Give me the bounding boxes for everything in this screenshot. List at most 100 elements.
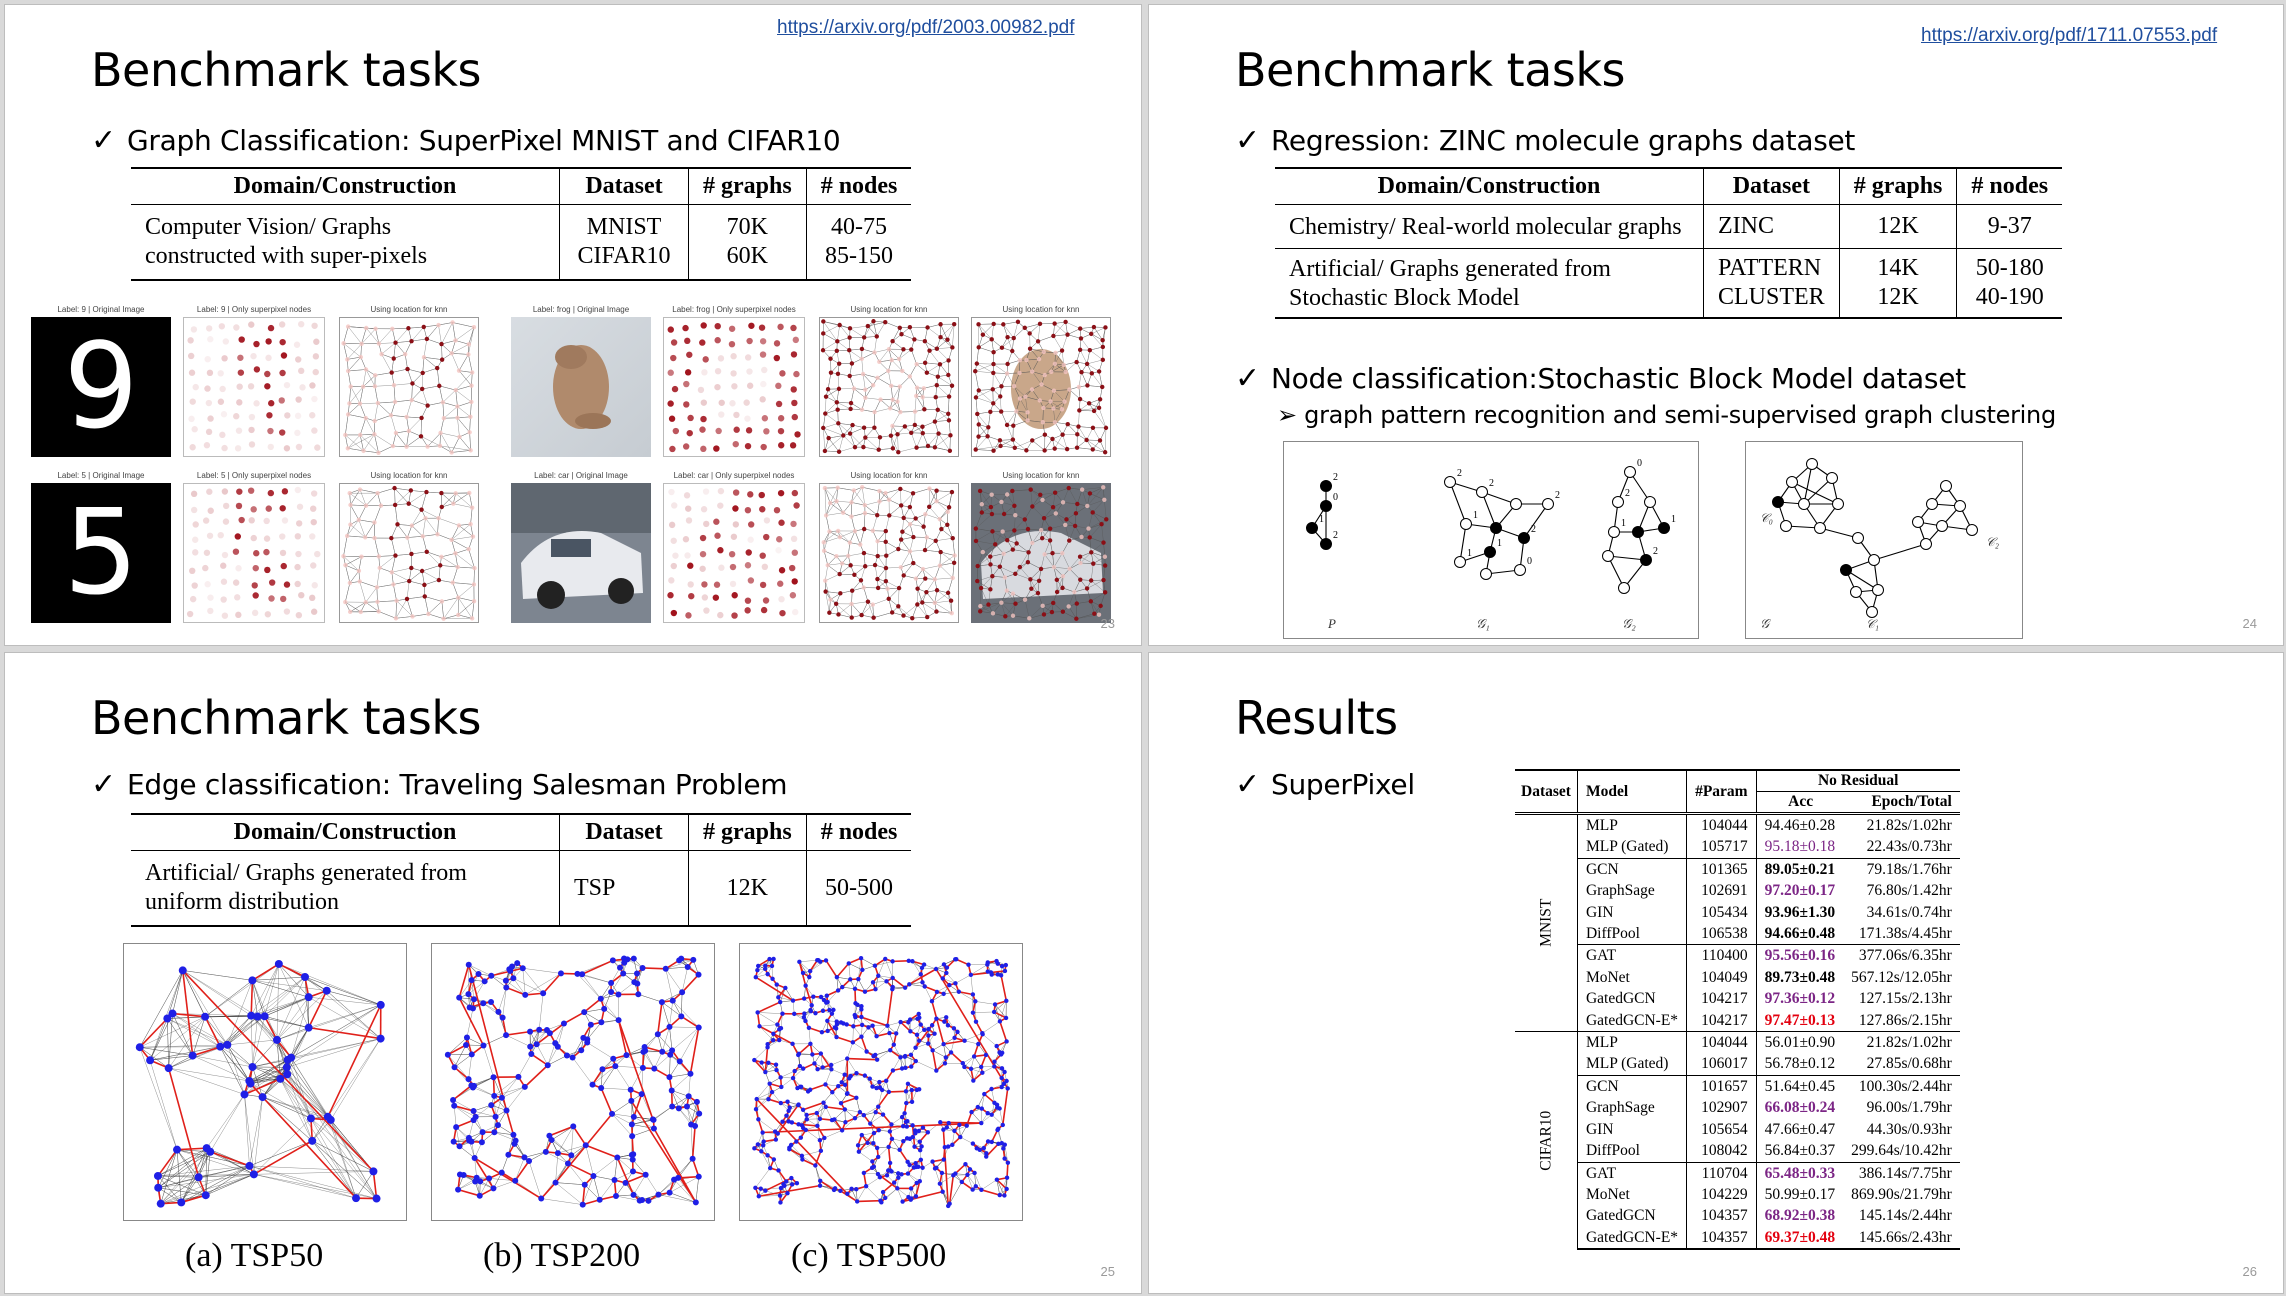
dataset-group-label: CIFAR10 [1537, 1110, 1555, 1171]
dataset-table: Domain/Construction Dataset # graphs # n… [131, 813, 912, 927]
svg-text:𝒢: 𝒢 [1760, 616, 1772, 631]
svg-text:𝒢₁: 𝒢₁ [1476, 616, 1490, 631]
superpixel-plot [183, 483, 325, 623]
cell-model: GatedGCN [1576, 988, 1687, 1010]
cell-graphs: 12K [1839, 204, 1958, 249]
cell-acc: 95.18±0.18 [1755, 836, 1844, 859]
figure-caption: (b) TSP200 [483, 1237, 641, 1274]
cell-dataset: TSP [559, 850, 689, 927]
svg-text:0: 0 [1527, 556, 1532, 567]
cell-nodes: 50-180 [1975, 255, 2044, 281]
figure-caption: (a) TSP50 [185, 1237, 324, 1274]
cell-domain: Artificial/ Graphs generated from [145, 860, 467, 886]
knn-plot [819, 483, 959, 623]
knn-plot [819, 317, 959, 457]
cell-acc: 65.48±0.33 [1755, 1161, 1844, 1184]
image-caption: Label: frog | Only superpixel nodes [672, 305, 796, 314]
image-caption: Label: 9 | Only superpixel nodes [196, 305, 312, 314]
bullet-item: ✓ Regression: ZINC molecule graphs datase… [1235, 123, 1855, 158]
svg-text:𝒞₁: 𝒞₁ [1866, 617, 1879, 631]
overlay-plot [973, 485, 1109, 621]
cell-domain: Computer Vision/ Graphs [145, 214, 392, 240]
image-caption: Using location for knn [370, 471, 448, 480]
cell-graphs: 12K [1877, 284, 1919, 310]
cell-model: MLP [1576, 1031, 1687, 1054]
knn-plot [339, 483, 479, 623]
col-header: Domain/Construction [1275, 167, 1704, 205]
table-row: MoNet 104049 89.73±0.48 567.12s/12.05hr [1515, 966, 1960, 989]
cell-acc: 47.66±0.47 [1755, 1118, 1844, 1141]
image-caption: Using location for knn [1002, 471, 1080, 480]
svg-text:1: 1 [1467, 548, 1472, 559]
checkmark-icon: ✓ [91, 767, 116, 802]
table-row: GCN 101657 51.64±0.45 100.30s/2.44hr [1515, 1074, 1960, 1098]
bullet-text: SuperPixel [1271, 768, 1415, 801]
table-row: Chemistry/ Real-world molecular graphs Z… [1275, 204, 2063, 249]
cell-epoch: 567.12s/12.05hr [1851, 968, 1952, 986]
cell-model: GCN [1576, 857, 1687, 881]
cell-epoch: 96.00s/1.79hr [1866, 1099, 1952, 1117]
bullet-item: ✓ Graph Classification: SuperPixel MNIST … [91, 123, 841, 158]
cell-epoch: 21.82s/1.02hr [1843, 812, 1960, 837]
svg-text:1: 1 [1621, 518, 1626, 529]
col-header: # nodes [1956, 167, 2063, 205]
cell-model: DiffPool [1576, 1140, 1687, 1162]
svg-text:2: 2 [1333, 472, 1338, 483]
tsp50-figure [123, 943, 407, 1221]
results-table: Dataset Model #Param No Residual Acc Epo… [1515, 769, 1960, 1251]
paper-link[interactable]: https://arxiv.org/pdf/2003.00982.pdf [777, 17, 1075, 38]
cell-dataset: MNIST [586, 214, 662, 240]
cell-acc: 95.56±0.16 [1755, 944, 1844, 967]
table-row: GAT 110704 65.48±0.33 386.14s/7.75hr [1515, 1161, 1960, 1184]
cell-param: 104357 [1686, 1226, 1757, 1251]
col-header: Acc [1755, 791, 1844, 814]
cell-nodes: 40-190 [1975, 284, 2044, 310]
cell-epoch: 79.18s/1.76hr [1843, 857, 1960, 881]
svg-text:2: 2 [1653, 546, 1658, 557]
bullet-text: Node classification:Stochastic Block Mod… [1271, 362, 1966, 395]
bullet-item: ✓ Node classification:Stochastic Block Mo… [1235, 361, 1966, 396]
cell-graphs: 60K [726, 243, 769, 269]
table-row: MLP (Gated) 106017 56.78±0.12 27.85s/0.68hr [1515, 1053, 1960, 1076]
col-header: # graphs [1839, 167, 1958, 205]
paper-link[interactable]: https://arxiv.org/pdf/1711.07553.pdf [1921, 25, 2218, 46]
svg-text:2: 2 [1457, 468, 1462, 479]
cell-model: GatedGCN-E* [1576, 1009, 1687, 1032]
svg-text:P: P [1327, 616, 1336, 631]
cell-model: GAT [1576, 944, 1687, 967]
cell-acc: 56.78±0.12 [1755, 1053, 1844, 1076]
cell-dataset: CLUSTER [1718, 284, 1825, 310]
cell-acc: 89.73±0.48 [1755, 966, 1844, 989]
checkmark-icon: ✓ [1235, 361, 1260, 396]
svg-text:0: 0 [1637, 458, 1642, 469]
cell-acc: 97.20±0.17 [1755, 880, 1844, 902]
page-number: 24 [2242, 616, 2257, 631]
col-header: # graphs [688, 813, 807, 851]
sub-bullet-text: graph pattern recognition and semi-super… [1304, 401, 2056, 429]
superpixel-plot [183, 317, 325, 457]
cell-nodes: 50-500 [806, 850, 912, 927]
cluster-graph-figure: 𝒞₀ 𝒞₁ 𝒞₂ 𝒢 [1745, 441, 2023, 639]
cell-param: 102691 [1686, 880, 1757, 902]
svg-text:𝒞₂: 𝒞₂ [1986, 535, 1999, 549]
sub-bullet: ➢ graph pattern recognition and semi-sup… [1277, 401, 2056, 429]
col-header: # graphs [688, 167, 807, 205]
frog-knn-overlay: Using location for knn [971, 305, 1111, 457]
slide-edge-classification: Benchmark tasks ✓ Edge classification: Tr… [4, 652, 1142, 1294]
table-row: MLP (Gated) 105717 95.18±0.18 22.43s/0.73hr [1515, 836, 1960, 859]
cell-epoch: 171.38s/4.45hr [1858, 925, 1952, 943]
svg-text:2: 2 [1489, 478, 1494, 489]
cell-acc: 69.37±0.48 [1755, 1226, 1844, 1251]
slide-title: Benchmark tasks [91, 691, 481, 745]
col-header: Domain/Construction [131, 813, 560, 851]
cell-param: 106017 [1686, 1053, 1757, 1076]
cell-epoch: 27.85s/0.68hr [1866, 1055, 1952, 1073]
cell-epoch: 377.06s/6.35hr [1843, 944, 1960, 967]
col-header: Dataset [559, 813, 689, 851]
cell-domain: constructed with super-pixels [145, 243, 428, 269]
cell-param: 101365 [1686, 857, 1757, 881]
digit-glyph: 9 [63, 317, 139, 455]
cell-param: 108042 [1686, 1140, 1757, 1162]
frog-superpixel-nodes: Label: frog | Only superpixel nodes [663, 305, 805, 457]
cell-nodes: 85-150 [825, 243, 894, 269]
